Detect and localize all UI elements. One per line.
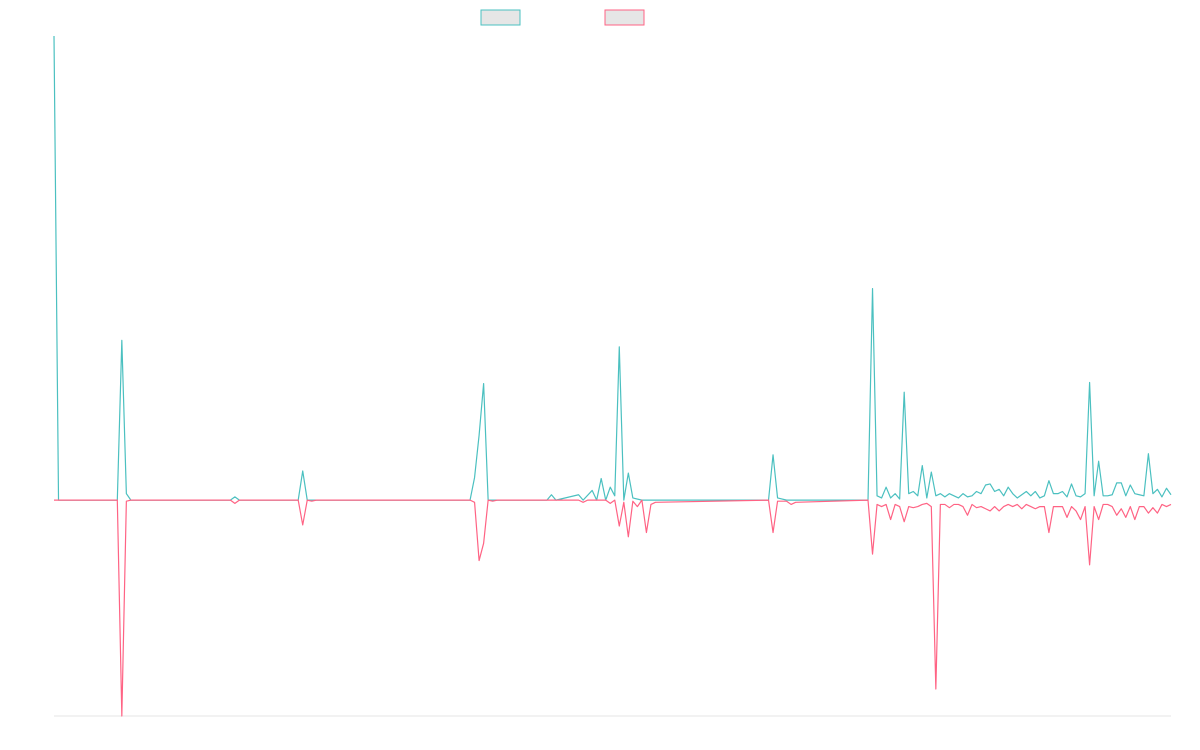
legend-swatch-series-b[interactable] <box>604 9 645 26</box>
series-line-b <box>54 499 1172 717</box>
series-layer <box>53 35 1172 717</box>
series-line-a <box>53 35 1172 501</box>
legend-swatch-series-a[interactable] <box>480 9 521 26</box>
legend <box>480 9 645 26</box>
